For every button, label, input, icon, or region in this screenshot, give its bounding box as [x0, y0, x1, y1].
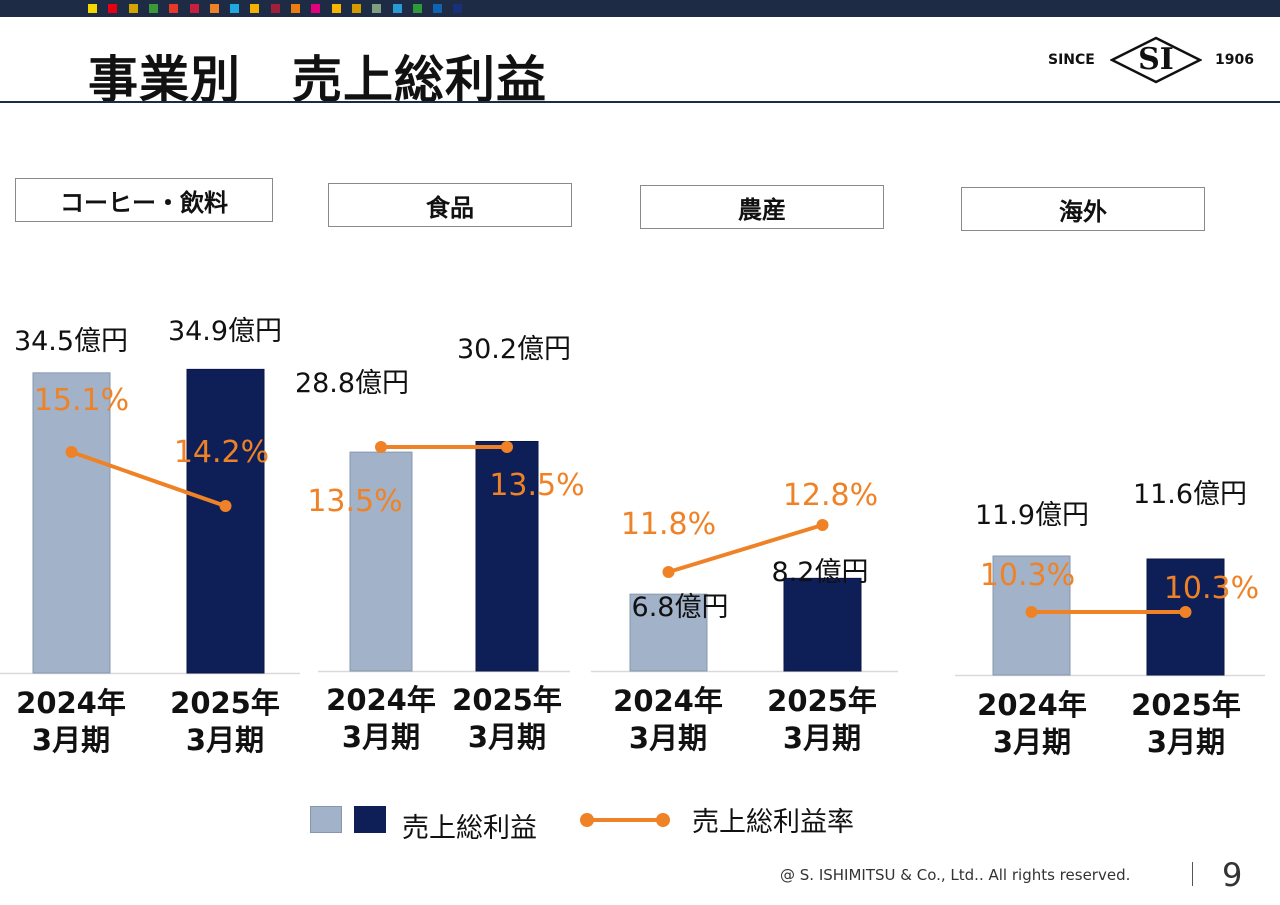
legend-curr-swatch: [354, 806, 386, 833]
color-square: [209, 4, 219, 13]
value-label: 34.9億円: [168, 316, 282, 347]
rate-point: [816, 519, 829, 531]
bar: [783, 577, 862, 672]
rate-line: [70, 450, 227, 508]
color-square: [291, 4, 300, 13]
rate-point: [1179, 606, 1192, 618]
color-square: [128, 4, 138, 13]
color-square: [453, 4, 463, 13]
rate-label: 13.5%: [489, 468, 584, 503]
rate-point: [501, 441, 513, 453]
legend-line-label: 売上総利益率: [692, 807, 854, 838]
bar: [475, 440, 539, 672]
rate-label: 10.3%: [1164, 571, 1259, 606]
color-square: [433, 4, 443, 13]
color-square: [108, 4, 118, 13]
logo-since-text: SINCE: [1048, 52, 1095, 68]
legend-bar-label: 売上総利益: [402, 813, 537, 844]
rate-point: [219, 500, 232, 512]
legend-line-dot-left: [580, 813, 594, 827]
rate-label: 10.3%: [980, 558, 1075, 593]
segment-label-food: 食品: [328, 183, 572, 227]
category-label: 2025年: [170, 686, 280, 720]
value-label: 30.2億円: [457, 334, 571, 365]
logo-diamond-icon: SI: [1109, 36, 1203, 84]
color-square: [169, 4, 179, 13]
category-label: 2025年: [1131, 688, 1241, 722]
segment-label-overseas: 海外: [961, 187, 1205, 231]
rate-point: [1025, 606, 1038, 618]
color-square: [311, 4, 321, 13]
legend-prev-swatch: [310, 806, 342, 833]
color-square: [392, 4, 402, 13]
logo-year-text: 1906: [1215, 52, 1254, 68]
bar: [186, 368, 265, 674]
bar: [629, 593, 708, 672]
value-label: 8.2億円: [772, 557, 869, 588]
legend-line-dot-right: [656, 813, 670, 827]
category-label: 3月期: [32, 723, 110, 757]
rate-label: 12.8%: [783, 478, 878, 513]
color-square: [148, 4, 158, 13]
color-square: [88, 4, 97, 13]
rate-label: 14.2%: [174, 435, 269, 470]
color-square: [189, 4, 199, 13]
value-label: 28.8億円: [295, 368, 409, 399]
color-square: [250, 4, 260, 13]
page-number: 9: [1222, 856, 1243, 894]
category-label: 3月期: [186, 723, 264, 757]
category-label: 2024年: [16, 686, 126, 720]
category-label: 3月期: [1147, 725, 1225, 759]
rate-label: 13.5%: [307, 484, 402, 519]
category-label: 2024年: [613, 684, 723, 718]
legend-line-swatch: [582, 818, 666, 822]
color-square: [412, 4, 422, 13]
category-label: 3月期: [783, 721, 861, 755]
value-label: 11.6億円: [1133, 479, 1247, 510]
logo-si-text: SI: [1138, 42, 1174, 77]
category-label: 3月期: [468, 720, 546, 754]
top-color-bar: [0, 0, 1280, 17]
rate-label: 11.8%: [621, 507, 716, 542]
value-label: 34.5億円: [14, 326, 128, 357]
segment-label-coffee: コーヒー・飲料: [15, 178, 273, 222]
category-label: 2024年: [326, 683, 436, 717]
color-square: [372, 4, 382, 13]
segment-label-agri: 農産: [640, 185, 884, 229]
title-underline: [0, 101, 1280, 103]
color-square: [230, 4, 240, 13]
category-label: 3月期: [342, 720, 420, 754]
category-label: 3月期: [629, 721, 707, 755]
rate-point: [375, 441, 387, 453]
bar: [32, 372, 111, 674]
category-label: 3月期: [993, 725, 1071, 759]
copyright-text: @ S. ISHIMITSU & Co., Ltd.. All rights r…: [780, 866, 1131, 884]
rate-label: 15.1%: [34, 383, 129, 418]
bar: [349, 451, 413, 672]
company-logo: SINCE SI 1906: [1046, 36, 1260, 84]
color-square: [351, 4, 361, 13]
color-square: [331, 4, 341, 13]
page-title: 事業別 売上総利益: [88, 51, 547, 109]
category-label: 2025年: [452, 683, 562, 717]
value-label: 6.8億円: [632, 592, 729, 623]
rate-line: [667, 523, 824, 574]
color-square: [270, 4, 280, 13]
value-label: 11.9億円: [975, 500, 1089, 531]
rate-point: [662, 566, 675, 578]
footer-divider: [1192, 862, 1193, 886]
category-label: 2025年: [767, 684, 877, 718]
category-label: 2024年: [977, 688, 1087, 722]
rate-point: [65, 446, 78, 458]
